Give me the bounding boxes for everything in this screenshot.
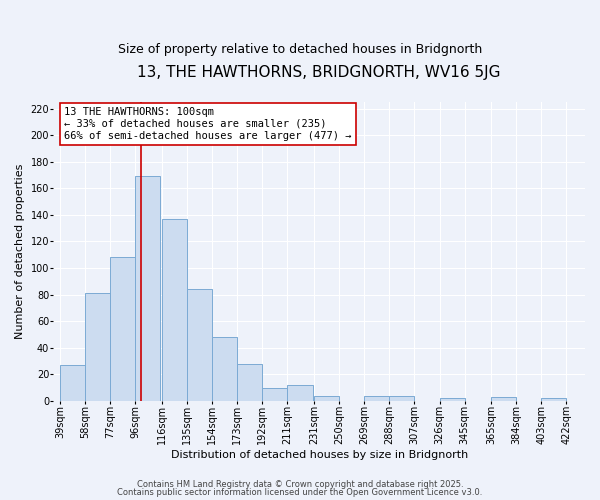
Bar xyxy=(212,337,237,401)
Bar xyxy=(136,176,160,401)
Bar xyxy=(389,396,415,401)
Bar xyxy=(162,219,187,401)
Bar xyxy=(287,385,313,401)
Text: Contains HM Land Registry data © Crown copyright and database right 2025.: Contains HM Land Registry data © Crown c… xyxy=(137,480,463,489)
Text: Contains public sector information licensed under the Open Government Licence v3: Contains public sector information licen… xyxy=(118,488,482,497)
X-axis label: Distribution of detached houses by size in Bridgnorth: Distribution of detached houses by size … xyxy=(170,450,468,460)
Bar xyxy=(262,388,287,401)
Text: Size of property relative to detached houses in Bridgnorth: Size of property relative to detached ho… xyxy=(118,42,482,56)
Bar xyxy=(85,294,110,401)
Title: 13, THE HAWTHORNS, BRIDGNORTH, WV16 5JG: 13, THE HAWTHORNS, BRIDGNORTH, WV16 5JG xyxy=(137,65,501,80)
Text: 13 THE HAWTHORNS: 100sqm
← 33% of detached houses are smaller (235)
66% of semi-: 13 THE HAWTHORNS: 100sqm ← 33% of detach… xyxy=(64,108,352,140)
Bar xyxy=(187,290,212,401)
Bar xyxy=(237,364,262,401)
Bar xyxy=(440,398,464,401)
Bar xyxy=(60,365,85,401)
Bar xyxy=(491,397,516,401)
Y-axis label: Number of detached properties: Number of detached properties xyxy=(15,164,25,339)
Bar xyxy=(314,396,339,401)
Bar xyxy=(541,398,566,401)
Bar xyxy=(364,396,389,401)
Bar xyxy=(110,258,136,401)
